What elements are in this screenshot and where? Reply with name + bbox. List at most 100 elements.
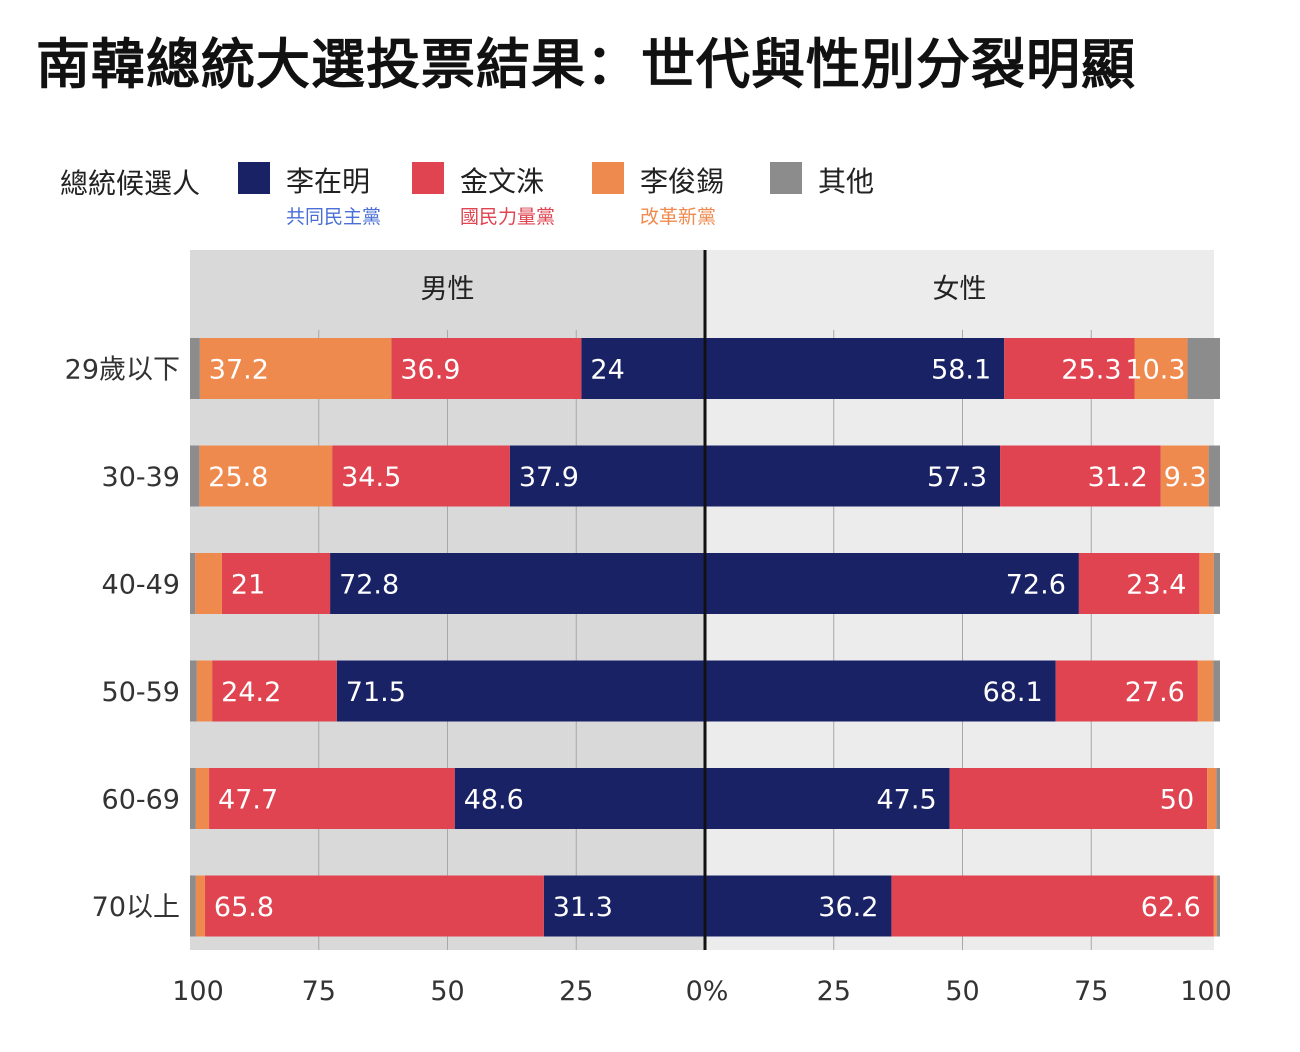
legend-party: 改革新黨 — [640, 206, 717, 228]
bar-female-2 — [1134, 338, 1188, 399]
data-label: 9.3 — [1164, 462, 1207, 493]
bar-male-3 — [190, 553, 196, 614]
legend: 總統候選人 李在明 共同民主黨 金文洙 國民力量黨 李俊錫 改革新黨 其他 — [60, 150, 960, 240]
legend-name: 李俊錫 — [640, 165, 725, 198]
bar-male-2 — [195, 553, 222, 614]
panel-title-female: 女性 — [933, 274, 987, 305]
data-label: 36.2 — [818, 892, 878, 923]
chart-title: 南韓總統大選投票結果：世代與性別分裂明顯 — [36, 33, 1136, 96]
data-label: 58.1 — [931, 355, 991, 386]
data-label: 10.3 — [1125, 355, 1185, 386]
bar-female-0 — [705, 660, 1056, 722]
bar-female-0 — [705, 768, 950, 829]
bar-female-0 — [705, 445, 1001, 507]
row-label: 60-69 — [102, 785, 180, 816]
bar-male-3 — [190, 445, 200, 507]
data-label: 72.6 — [1006, 570, 1066, 601]
bar-female-3 — [1213, 660, 1220, 722]
tick-label: 75 — [302, 976, 336, 1007]
data-label: 23.4 — [1126, 570, 1186, 601]
data-label: 24.2 — [221, 677, 281, 708]
data-label: 65.8 — [214, 892, 274, 923]
bar-female-0 — [705, 553, 1079, 614]
bar-female-1 — [949, 768, 1208, 829]
data-label: 21 — [231, 570, 265, 601]
data-label: 37.2 — [209, 355, 269, 386]
data-label: 37.9 — [519, 462, 579, 493]
bar-male-1 — [212, 660, 337, 722]
row-label: 29歲以下 — [65, 355, 180, 386]
bar-male-2 — [199, 445, 333, 507]
legend-name: 其他 — [818, 165, 875, 198]
bar-female-2 — [1199, 553, 1214, 614]
bar-female-3 — [1187, 338, 1220, 399]
bar-female-2 — [1213, 875, 1217, 937]
bar-male-1 — [221, 553, 331, 614]
tick-label: 100 — [172, 976, 224, 1007]
panel-title-male: 男性 — [421, 274, 475, 305]
legend-party: 國民力量黨 — [460, 206, 556, 228]
legend-title: 總統候選人 — [60, 167, 201, 200]
bar-female-0 — [705, 338, 1005, 399]
bar-female-1 — [891, 875, 1214, 937]
bar-male-3 — [190, 338, 200, 399]
bar-male-3 — [190, 660, 197, 722]
bar-male-0 — [509, 445, 705, 507]
data-label: 25.8 — [208, 462, 268, 493]
data-label: 31.2 — [1088, 462, 1148, 493]
data-label: 27.6 — [1125, 677, 1185, 708]
legend-name: 金文洙 — [460, 165, 545, 198]
legend-swatch — [412, 162, 444, 194]
data-label: 36.9 — [400, 355, 460, 386]
bar-female-1 — [1000, 445, 1161, 507]
bar-female-3 — [1213, 553, 1220, 614]
tick-label-center: 0% — [686, 976, 729, 1007]
bar-male-3 — [190, 768, 196, 829]
bar-male-1 — [209, 768, 455, 829]
bar-female-1 — [1055, 660, 1198, 722]
bar-male-2 — [195, 768, 210, 829]
data-label: 48.6 — [464, 785, 524, 816]
bar-male-0 — [336, 660, 705, 722]
tick-label: 25 — [559, 976, 593, 1007]
legend-swatch — [238, 162, 270, 194]
data-label: 71.5 — [346, 677, 406, 708]
bar-male-2 — [196, 660, 213, 722]
bar-male-1 — [391, 338, 582, 399]
legend-party: 共同民主黨 — [286, 206, 382, 228]
legend-name: 李在明 — [286, 165, 371, 198]
bar-female-2 — [1197, 660, 1214, 722]
data-label: 72.8 — [339, 570, 399, 601]
bar-female-1 — [1078, 553, 1200, 614]
bar-female-0 — [705, 875, 892, 937]
bar-female-2 — [1160, 445, 1209, 507]
bar-male-2 — [199, 338, 392, 399]
data-label: 31.3 — [553, 892, 613, 923]
tick-label: 75 — [1074, 976, 1108, 1007]
bar-male-0 — [543, 875, 705, 937]
data-label: 25.3 — [1061, 355, 1121, 386]
row-label: 50-59 — [102, 677, 180, 708]
bar-male-2 — [195, 875, 205, 937]
data-label: 47.7 — [218, 785, 278, 816]
tick-label: 50 — [430, 976, 464, 1007]
tick-label: 50 — [945, 976, 979, 1007]
bar-male-1 — [332, 445, 510, 507]
bar-male-0 — [330, 553, 705, 614]
bar-female-2 — [1207, 768, 1217, 829]
row-label: 40-49 — [102, 570, 180, 601]
bar-female-3 — [1216, 768, 1220, 829]
tick-label: 100 — [1180, 976, 1232, 1007]
row-label: 70以上 — [92, 892, 180, 923]
data-label: 34.5 — [341, 462, 401, 493]
bar-male-1 — [204, 875, 544, 937]
legend-swatch — [592, 162, 624, 194]
data-label: 62.6 — [1141, 892, 1201, 923]
legend-swatch — [770, 162, 802, 194]
data-label: 57.3 — [927, 462, 987, 493]
bar-female-3 — [1208, 445, 1220, 507]
bar-male-0 — [454, 768, 705, 829]
data-label: 50 — [1160, 785, 1194, 816]
bar-male-0 — [581, 338, 705, 399]
